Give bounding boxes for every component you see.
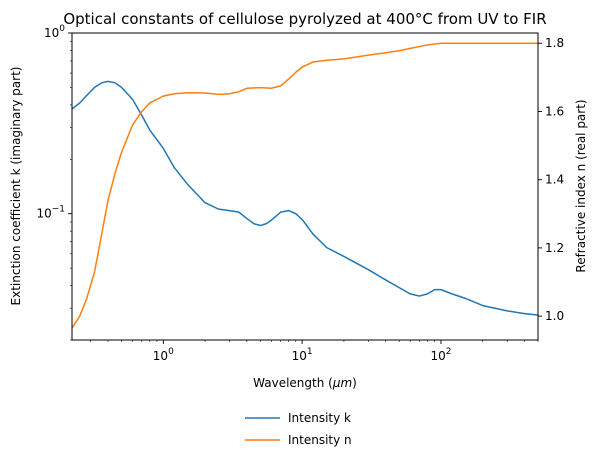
y-right-tick-label: 1.8: [545, 36, 564, 50]
chart-title: Optical constants of cellulose pyrolyzed…: [63, 10, 546, 28]
x-tick-label: 100: [153, 347, 174, 363]
series-line-k: [72, 80, 538, 316]
series-layer: [72, 42, 538, 329]
legend: Intensity k Intensity n: [245, 411, 352, 447]
y-right-tick-label: 1.4: [545, 173, 564, 187]
y-left-tick-label: 10−1: [36, 205, 65, 221]
y-axis-right: 1.0 1.2 1.4 1.6 1.8: [538, 36, 564, 323]
y-right-tick-label: 1.0: [545, 309, 564, 323]
x-tick-label: 101: [292, 347, 313, 363]
x-tick-label: 102: [430, 347, 451, 363]
y-axis-left-label: Extinction coefficient k (imaginary part…: [9, 67, 23, 306]
y-right-tick-label: 1.6: [545, 104, 564, 118]
series-line-n: [72, 42, 538, 329]
plot-frame: [71, 32, 539, 341]
y-axis-right-label: Refractive index n (real part): [574, 99, 588, 272]
y-left-tick-label: 100: [44, 24, 65, 40]
y-axis-left: 100 10−1: [36, 24, 72, 341]
legend-label: Intensity k: [288, 411, 351, 425]
x-axis-label: Wavelength (μm): [253, 376, 357, 390]
legend-label: Intensity n: [288, 433, 352, 447]
x-axis: 100 101 102: [90, 340, 539, 363]
y-right-tick-label: 1.2: [545, 241, 564, 255]
